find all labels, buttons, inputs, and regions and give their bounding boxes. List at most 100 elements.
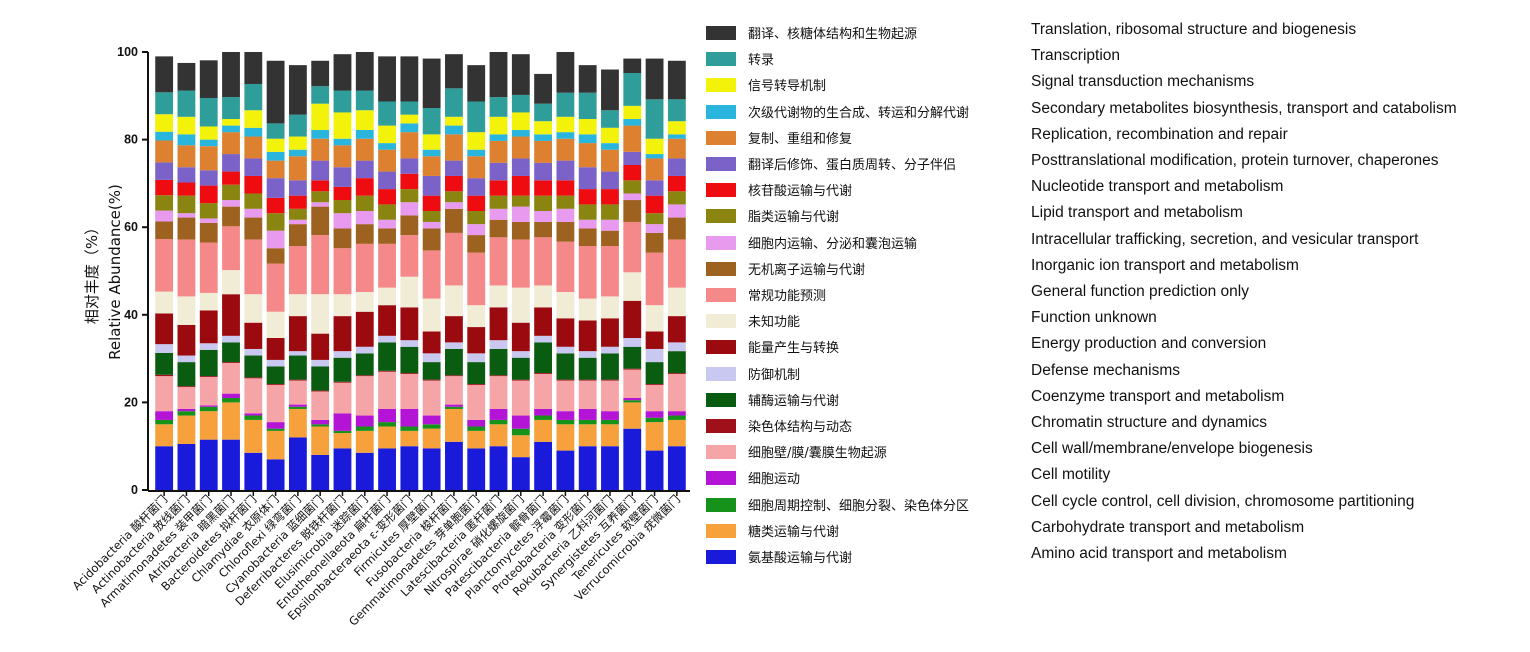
legend-swatch bbox=[706, 261, 736, 276]
bar-segment bbox=[177, 62, 196, 91]
bar-segment bbox=[578, 65, 597, 93]
bar-segment bbox=[400, 346, 419, 374]
bar-segment bbox=[400, 426, 419, 431]
bar-segment bbox=[556, 424, 575, 451]
bar-segment bbox=[288, 406, 307, 409]
bar-segment bbox=[222, 154, 240, 172]
bar-segment bbox=[400, 173, 419, 190]
bar-segment bbox=[177, 182, 196, 196]
bar-segment bbox=[222, 171, 240, 185]
bar-segment bbox=[333, 381, 352, 383]
bar-segment bbox=[623, 119, 642, 126]
bar-segment bbox=[667, 411, 686, 416]
bar-segment bbox=[355, 353, 374, 376]
legend-swatch bbox=[706, 366, 736, 381]
bar-segment bbox=[355, 90, 374, 111]
legend-label-cn: 未知功能 bbox=[748, 315, 801, 331]
bar-segment bbox=[601, 424, 619, 447]
bar-segment bbox=[355, 138, 374, 161]
bar-segment bbox=[645, 99, 664, 139]
bar-segment bbox=[378, 149, 396, 172]
bar-segment bbox=[244, 175, 263, 194]
bar-segment bbox=[445, 202, 463, 209]
bar-segment bbox=[467, 132, 486, 150]
bar-segment bbox=[601, 69, 619, 111]
legend-item: 信号转导机制 Signal transduction mechanisms bbox=[706, 72, 1521, 98]
bar-segment bbox=[601, 318, 619, 347]
bar-segment bbox=[244, 415, 263, 420]
bar-segment bbox=[511, 428, 530, 436]
legend-item: 核苷酸运输与代谢 Nucleotide transport and metabol… bbox=[706, 177, 1521, 203]
bar-segment bbox=[511, 435, 530, 458]
bar-segment bbox=[222, 362, 240, 363]
bar-segment bbox=[355, 376, 374, 416]
bar-segment bbox=[333, 213, 352, 229]
legend-label-en: Energy production and conversion bbox=[1031, 335, 1267, 353]
bar-segment bbox=[578, 419, 597, 425]
bar-segment bbox=[601, 380, 619, 412]
bar-segment bbox=[667, 138, 686, 159]
bar-segment bbox=[623, 165, 642, 181]
bar-segment bbox=[311, 138, 330, 161]
bar-segment bbox=[378, 125, 396, 144]
legend-label-en: Transcription bbox=[1031, 47, 1121, 65]
legend-item: 辅酶运输与代谢 Coenzyme transport and metabolism bbox=[706, 387, 1521, 413]
bar-segment bbox=[311, 129, 330, 139]
bar-segment bbox=[511, 380, 530, 416]
legend-item: 细胞壁/膜/囊膜生物起源 Cell wall/membrane/envelope … bbox=[706, 439, 1521, 465]
bar-segment bbox=[266, 459, 285, 490]
legend-label-en: Defense mechanisms bbox=[1031, 361, 1181, 379]
bar-segment bbox=[222, 335, 240, 343]
bar-segment bbox=[333, 382, 352, 414]
bar-segment bbox=[288, 224, 307, 247]
bar-segment bbox=[489, 446, 508, 490]
bar-segment bbox=[266, 151, 285, 161]
bar-segment bbox=[222, 125, 240, 133]
bar-segment bbox=[266, 359, 285, 367]
bar-segment bbox=[222, 206, 240, 227]
bar-segment bbox=[266, 230, 285, 249]
legend-label-cn: 细胞周期控制、细胞分裂、染色体分区 bbox=[748, 498, 970, 514]
bar-segment bbox=[244, 378, 263, 414]
bar-segment bbox=[199, 242, 218, 293]
bar-segment bbox=[601, 171, 619, 190]
bar-segment bbox=[400, 373, 419, 374]
bar-segment bbox=[177, 167, 196, 183]
bar-segment bbox=[422, 228, 441, 251]
bar-segment bbox=[645, 232, 664, 253]
bar-segment bbox=[467, 210, 486, 225]
bar-segment bbox=[534, 140, 553, 163]
bar-segment bbox=[445, 342, 463, 349]
bar-segment bbox=[244, 136, 263, 159]
bar-segment bbox=[578, 167, 597, 190]
bar-segment bbox=[311, 391, 330, 420]
bar-segment bbox=[534, 285, 553, 308]
legend-label-en: Intracellular trafficking, secretion, an… bbox=[1031, 230, 1419, 248]
bar-segment bbox=[222, 184, 240, 201]
bar-segment bbox=[355, 452, 374, 490]
bar-segment bbox=[378, 171, 396, 190]
bar-segment bbox=[199, 376, 218, 377]
bar-segment bbox=[534, 419, 553, 442]
bar-segment bbox=[177, 145, 196, 168]
bar-segment bbox=[534, 195, 553, 211]
bar-segment bbox=[199, 411, 218, 440]
bar-segment bbox=[378, 448, 396, 490]
bar-segment bbox=[400, 158, 419, 174]
bar-segment bbox=[578, 320, 597, 352]
bar-segment bbox=[333, 351, 352, 358]
bar-segment bbox=[556, 92, 575, 117]
bar-segment bbox=[534, 73, 553, 104]
bar-segment bbox=[244, 158, 263, 176]
bar-segment bbox=[422, 250, 441, 299]
legend-label-en: Cell motility bbox=[1031, 466, 1111, 484]
bar-segment bbox=[244, 193, 263, 209]
bar-segment bbox=[155, 313, 174, 345]
bar-segment bbox=[511, 221, 530, 240]
bar-segment bbox=[222, 342, 240, 363]
bar-segment bbox=[667, 373, 686, 374]
bar-segment bbox=[355, 375, 374, 377]
bar-segment bbox=[266, 138, 285, 152]
